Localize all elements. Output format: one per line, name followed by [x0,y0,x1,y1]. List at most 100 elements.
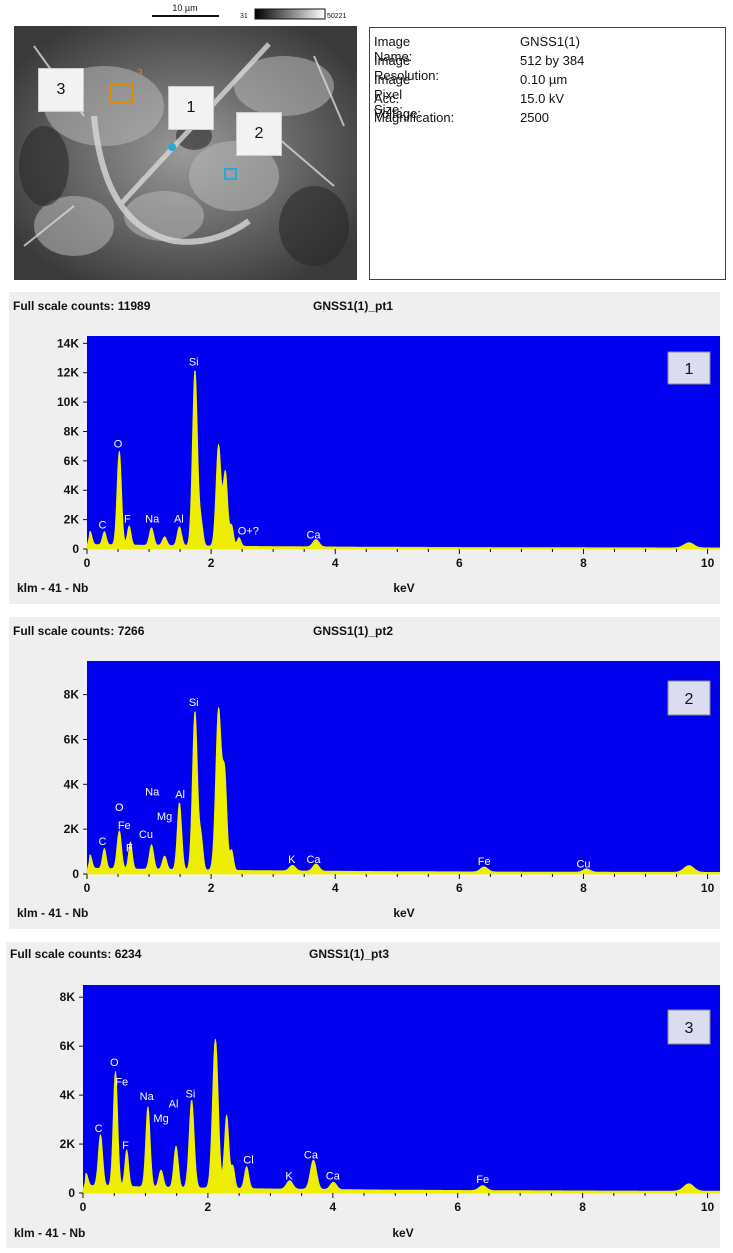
peak-label: Si [186,1089,196,1101]
peak-label: Na [145,787,160,799]
peak-label: Mg [153,1113,168,1125]
peak-label: O [115,802,124,814]
peak-label: C [99,519,107,531]
peak-label: C [95,1123,103,1135]
x-tick-label: 10 [701,556,715,570]
y-tick-label: 0 [72,867,79,881]
y-tick-label: 10K [57,395,79,409]
colorbar-min-label: 31 [240,13,248,20]
spectrum-badge [667,680,711,716]
x-tick-label: 0 [84,556,91,570]
x-axis-label: keV [393,906,414,920]
peak-label: Na [140,1091,155,1103]
peak-label: O [114,439,123,451]
colorbar [254,8,326,20]
y-tick-label: 4K [60,1088,76,1102]
peak-label: Fe [118,820,131,832]
spectrum-panel-2: Full scale counts: 7266 GNSS1(1)_pt2 C O Fe F… [9,617,721,929]
detector-label: klm - 41 - Nb [17,906,88,920]
detector-label: klm - 41 - Nb [17,581,88,595]
peak-label: C [99,836,107,848]
spectrum-panel-3: Full scale counts: 6234 GNSS1(1)_pt3 C O Fe F… [6,942,721,1248]
x-axis-label: keV [392,1226,413,1240]
y-tick-label: 12K [57,366,79,380]
spectrum-trace [86,707,721,875]
y-tick-label: 8K [60,990,76,1004]
peak-label: O [110,1057,119,1069]
peak-label: Cu [576,858,590,870]
sem-header: 10 µm 31 50221 [152,3,347,20]
sem-micrograph: 3 [14,26,357,280]
spectrum-title: GNSS1(1)_pt1 [313,299,393,313]
x-tick-label: 8 [580,881,587,895]
marker-badge-1: 1 [168,86,214,130]
peak-label: F [124,514,131,526]
peak-label: Na [145,514,160,526]
x-axis-label: keV [393,581,414,595]
scale-bar-label: 10 µm [172,3,197,13]
spectrum-badge [667,351,711,385]
x-tick-label: 8 [580,556,587,570]
spectrum-trace [82,1038,721,1194]
peak-label: Mg [157,811,172,823]
x-tick-label: 4 [332,556,339,570]
peak-label: F [126,843,133,855]
y-tick-label: 2K [60,1137,76,1151]
full-scale-counts: Full scale counts: 6234 [10,947,142,961]
roi-marker-3 [109,83,133,103]
peak-label: Ca [306,854,321,866]
y-tick-label: 4K [64,483,80,497]
peak-label: Al [174,514,184,526]
x-tick-label: 10 [701,1200,715,1214]
x-tick-label: 2 [208,881,215,895]
full-scale-counts: Full scale counts: 7266 [13,624,145,638]
x-tick-label: 4 [332,881,339,895]
roi-marker-3-label: 3 [137,68,143,79]
x-tick-label: 10 [701,881,715,895]
peak-label: Fe [476,1174,489,1186]
peak-label: Al [169,1098,179,1110]
peak-label: Fe [115,1076,128,1088]
x-tick-label: 0 [80,1200,87,1214]
spectrum-badge-label: 3 [685,1020,694,1037]
image-info-box: Image Name: GNSS1(1) Image Resolution: 512… [369,27,726,280]
peak-label: Al [175,789,185,801]
spectrum-trace [86,370,721,550]
spectrum-badge [667,1009,711,1045]
y-tick-label: 6K [64,732,80,746]
peak-label: Cl [243,1155,253,1167]
full-scale-counts: Full scale counts: 11989 [13,299,151,313]
y-tick-label: 6K [60,1039,76,1053]
peak-label: Fe [478,856,491,868]
spectrum-chart-2: Full scale counts: 7266 GNSS1(1)_pt2 C O Fe F… [13,624,721,920]
spectrum-badge-label: 1 [685,361,694,378]
colorbar-max-label: 50221 [327,13,347,20]
sem-figure: 10 µm 31 50221 3 [0,0,360,282]
peak-label: K [285,1171,293,1183]
x-tick-label: 0 [84,881,91,895]
y-tick-label: 8K [64,424,80,438]
marker-badge-2: 2 [236,112,282,156]
y-tick-label: 0 [68,1186,75,1200]
y-tick-label: 14K [57,336,79,350]
detector-label: klm - 41 - Nb [14,1226,85,1240]
peak-label: Ca [326,1171,341,1183]
y-tick-label: 0 [72,542,79,556]
peak-label: Ca [304,1150,319,1162]
peak-label: K [288,854,296,866]
peak-label: O+? [238,525,259,537]
y-tick-label: 4K [64,777,80,791]
marker-badge-3: 3 [38,68,84,112]
spectrum-panel-1: Full scale counts: 11989 GNSS1(1)_pt1 C O F N… [9,292,721,604]
y-tick-label: 6K [64,454,80,468]
spectrum-title: GNSS1(1)_pt3 [309,947,389,961]
y-tick-label: 8K [64,688,80,702]
x-tick-label: 6 [454,1200,461,1214]
roi-marker-1 [168,143,176,151]
x-tick-label: 8 [579,1200,586,1214]
peak-label: F [122,1140,129,1152]
x-tick-label: 6 [456,556,463,570]
x-tick-label: 6 [456,881,463,895]
peak-label: Si [189,356,199,368]
x-tick-label: 2 [205,1200,212,1214]
